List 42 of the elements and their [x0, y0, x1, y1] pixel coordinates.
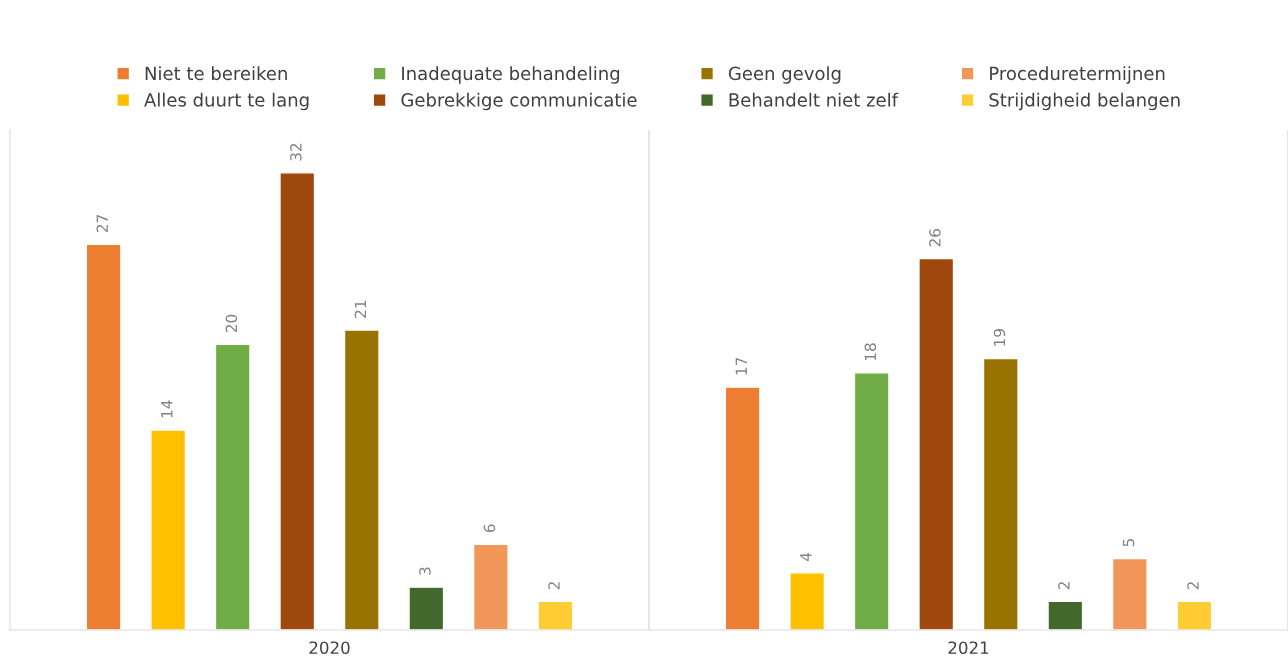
bar: [982, 357, 1019, 630]
data-label: 20: [225, 314, 238, 333]
data-label: 3: [419, 567, 431, 575]
data-label: 18: [864, 343, 877, 361]
bar: [214, 343, 251, 630]
data-label: 21: [354, 300, 366, 318]
bar: [279, 172, 316, 630]
data-label: 5: [1122, 539, 1135, 547]
bar: [150, 429, 187, 630]
legend-label: Gebrekkige communicatie: [401, 92, 637, 111]
data-label: 6: [483, 524, 496, 533]
x-tick-label: 2021: [948, 641, 989, 655]
bar: [408, 586, 445, 630]
data-label: 2: [548, 582, 560, 590]
data-label: 2: [1058, 582, 1070, 590]
data-label: 32: [290, 143, 302, 161]
data-label: 17: [735, 357, 747, 375]
bar: [537, 600, 574, 630]
legend-label: Inadequate behandeling: [402, 66, 620, 84]
legend-label: Geen gevolg: [728, 66, 841, 84]
bar: [1047, 600, 1084, 630]
bar: [1176, 600, 1213, 630]
data-label: 14: [161, 400, 173, 418]
legend-label: Alles duurt te lang: [144, 92, 309, 111]
data-label: 2: [1187, 582, 1199, 590]
bar: [343, 329, 380, 630]
data-label: 4: [800, 552, 812, 561]
bar: [724, 386, 761, 630]
data-label: 26: [929, 228, 941, 247]
x-tick-label: 2020: [309, 641, 350, 655]
legend-label: Niet te bereiken: [145, 66, 287, 81]
legend-label: Strijdigheid belangen: [989, 92, 1180, 111]
bar: [918, 257, 955, 630]
data-label: 27: [96, 215, 108, 233]
data-label: 19: [993, 329, 1006, 346]
legend-label: Proceduretermijnen: [990, 66, 1165, 84]
bar: [472, 543, 509, 630]
legend-label: Behandelt niet zelf: [729, 92, 899, 107]
bar: [789, 572, 826, 630]
bar: [1111, 557, 1148, 630]
bar: [85, 243, 122, 630]
bar: [853, 372, 890, 630]
